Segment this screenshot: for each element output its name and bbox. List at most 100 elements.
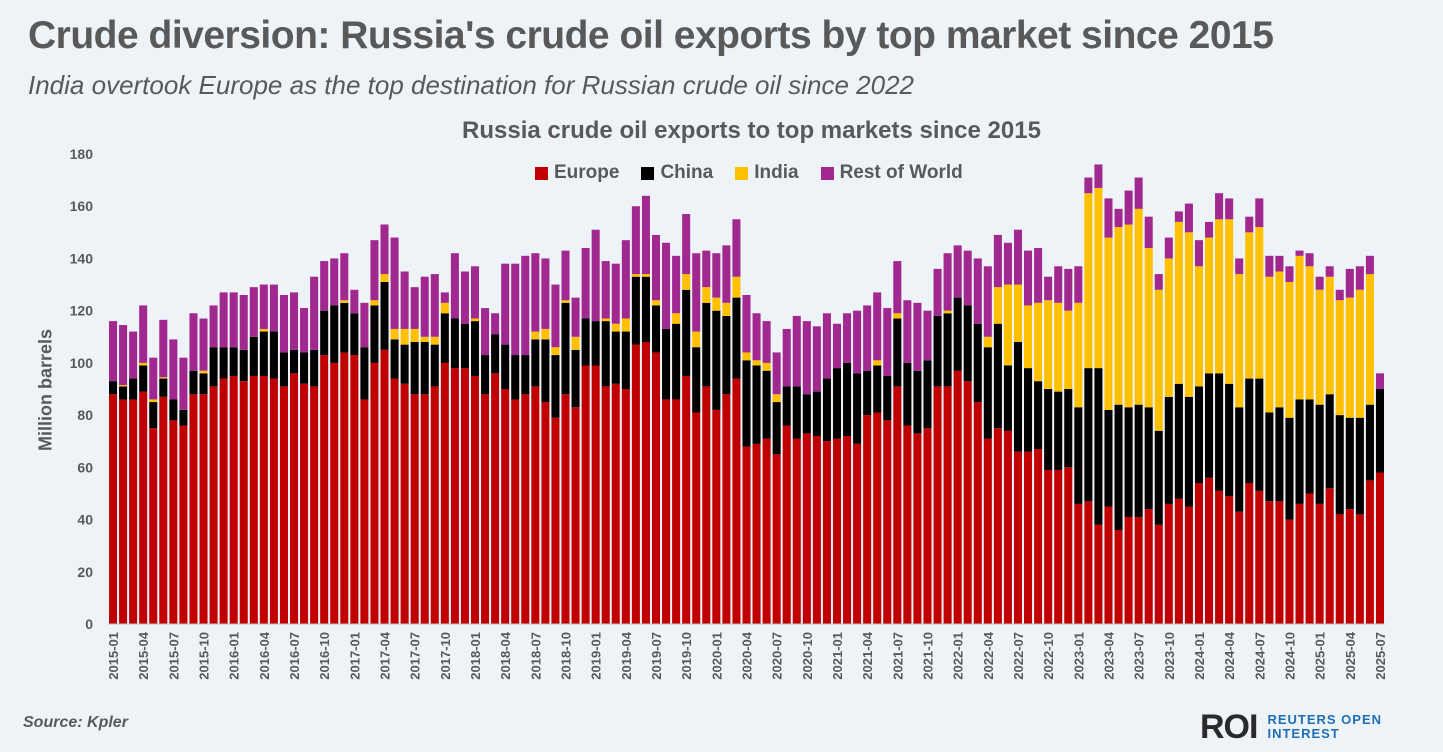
- bar-segment-india: [410, 328, 419, 342]
- x-tick-label: 2017-04: [378, 631, 393, 679]
- bar-segment-europe: [591, 365, 600, 624]
- bar-segment-rest-of-world: [269, 284, 278, 332]
- bar-segment-rest-of-world: [249, 287, 258, 337]
- bar-segment-india: [1335, 300, 1344, 416]
- bar-segment-rest-of-world: [1024, 250, 1033, 306]
- bar-segment-china: [843, 362, 852, 436]
- x-tick-label: 2024-10: [1282, 632, 1297, 680]
- bar-segment-china: [139, 365, 148, 392]
- bar-segment-europe: [169, 420, 178, 624]
- bar-segment-china: [883, 375, 892, 421]
- bar-segment-india: [159, 377, 168, 379]
- bar-segment-europe: [1084, 501, 1093, 624]
- bar-segment-europe: [953, 370, 962, 624]
- bar-segment-china: [481, 355, 490, 395]
- legend-label-india: India: [754, 162, 799, 183]
- legend-item-rest-of-world: Rest of World: [820, 162, 963, 184]
- x-tick-label: 2020-10: [800, 632, 815, 680]
- bar-segment-china: [631, 276, 640, 345]
- bar-segment-europe: [380, 349, 389, 624]
- bar-segment-china: [189, 370, 198, 395]
- bar-segment-india: [1265, 276, 1274, 413]
- bar-segment-rest-of-world: [1144, 216, 1153, 248]
- bar-segment-rest-of-world: [1154, 274, 1163, 290]
- bar-segment-europe: [410, 394, 419, 624]
- bar-segment-china: [340, 302, 349, 353]
- bar-segment-china: [973, 323, 982, 403]
- bar-segment-europe: [601, 386, 610, 624]
- bar-segment-china: [541, 339, 550, 403]
- bar-segment-china: [1375, 389, 1384, 473]
- bar-segment-rest-of-world: [752, 313, 761, 361]
- bar-segment-india: [672, 313, 681, 324]
- bar-segment-india: [571, 336, 580, 350]
- bar-segment-rest-of-world: [712, 253, 721, 298]
- bar-segment-china: [129, 378, 138, 400]
- bar-segment-rest-of-world: [732, 219, 741, 277]
- bar-segment-china: [1114, 404, 1123, 530]
- bar-segment-india: [551, 347, 560, 356]
- bar-segment-china: [1054, 391, 1063, 470]
- bar-segment-china: [752, 365, 761, 444]
- bar-segment-china: [310, 349, 319, 387]
- x-tick-label: 2015-10: [197, 632, 212, 680]
- bar-segment-rest-of-world: [762, 321, 771, 363]
- legend-item-europe: Europe: [535, 162, 619, 184]
- bar-segment-rest-of-world: [1094, 164, 1103, 188]
- bar-segment-rest-of-world: [390, 237, 399, 329]
- y-tick-label: 20: [77, 564, 93, 580]
- bar-segment-china: [159, 378, 168, 397]
- bar-segment-china: [1104, 409, 1113, 507]
- bar-segment-india: [641, 274, 650, 277]
- bar-segment-europe: [722, 394, 731, 624]
- x-tick-label: 2025-07: [1373, 632, 1388, 680]
- bar-segment-india: [340, 300, 349, 303]
- bar-segment-china: [290, 349, 299, 374]
- bar-segment-europe: [360, 399, 369, 624]
- bar-segment-rest-of-world: [410, 287, 419, 329]
- bar-segment-rest-of-world: [119, 325, 128, 386]
- bar-segment-rest-of-world: [1325, 266, 1334, 277]
- bar-segment-china: [611, 331, 620, 384]
- bar-segment-europe: [501, 389, 510, 624]
- legend-label-europe: Europe: [554, 162, 620, 183]
- bar-segment-rest-of-world: [853, 310, 862, 374]
- bar-segment-europe: [460, 368, 469, 624]
- bar-segment-europe: [239, 381, 248, 624]
- x-tick-label: 2022-10: [1041, 632, 1056, 680]
- bar-segment-china: [933, 315, 942, 387]
- bar-segment-europe: [1124, 516, 1133, 624]
- bar-segment-india: [400, 328, 409, 345]
- bar-segment-india: [1194, 266, 1203, 387]
- bar-segment-europe: [903, 425, 912, 624]
- bar-segment-europe: [772, 454, 781, 624]
- legend-label-rest-of-world: Rest of World: [839, 162, 963, 183]
- bar-segment-europe: [440, 362, 449, 624]
- subtitle: India overtook Europe as the top destina…: [28, 70, 914, 100]
- bar-segment-india: [1144, 248, 1153, 408]
- bar-segment-europe: [1024, 451, 1033, 624]
- x-tick-label: 2016-01: [227, 632, 242, 680]
- bar-segment-europe: [1164, 503, 1173, 624]
- bar-segment-china: [229, 347, 238, 376]
- bar-segment-china: [350, 313, 359, 356]
- bar-segment-india: [993, 287, 1002, 324]
- bar-segment-china: [320, 310, 329, 356]
- bar-segment-china: [249, 336, 258, 376]
- bar-segment-china: [1305, 399, 1314, 494]
- bar-segment-rest-of-world: [993, 234, 1002, 288]
- bar-segment-rest-of-world: [420, 276, 429, 337]
- bar-segment-rest-of-world: [611, 263, 620, 324]
- bar-segment-rest-of-world: [802, 321, 811, 395]
- bar-segment-china: [913, 370, 922, 434]
- bar-segment-china: [802, 394, 811, 434]
- bar-segment-china: [651, 305, 661, 353]
- y-axis-ticks: 0 20 40 60 80 100 120 140 160 180: [70, 146, 94, 632]
- x-tick-label: 2017-10: [438, 632, 453, 680]
- bar-segment-india: [1205, 237, 1214, 374]
- bar-segment-europe: [159, 396, 168, 624]
- bar-segment-europe: [1194, 483, 1203, 624]
- bar-segment-india: [561, 300, 570, 303]
- bar-segment-rest-of-world: [812, 326, 821, 392]
